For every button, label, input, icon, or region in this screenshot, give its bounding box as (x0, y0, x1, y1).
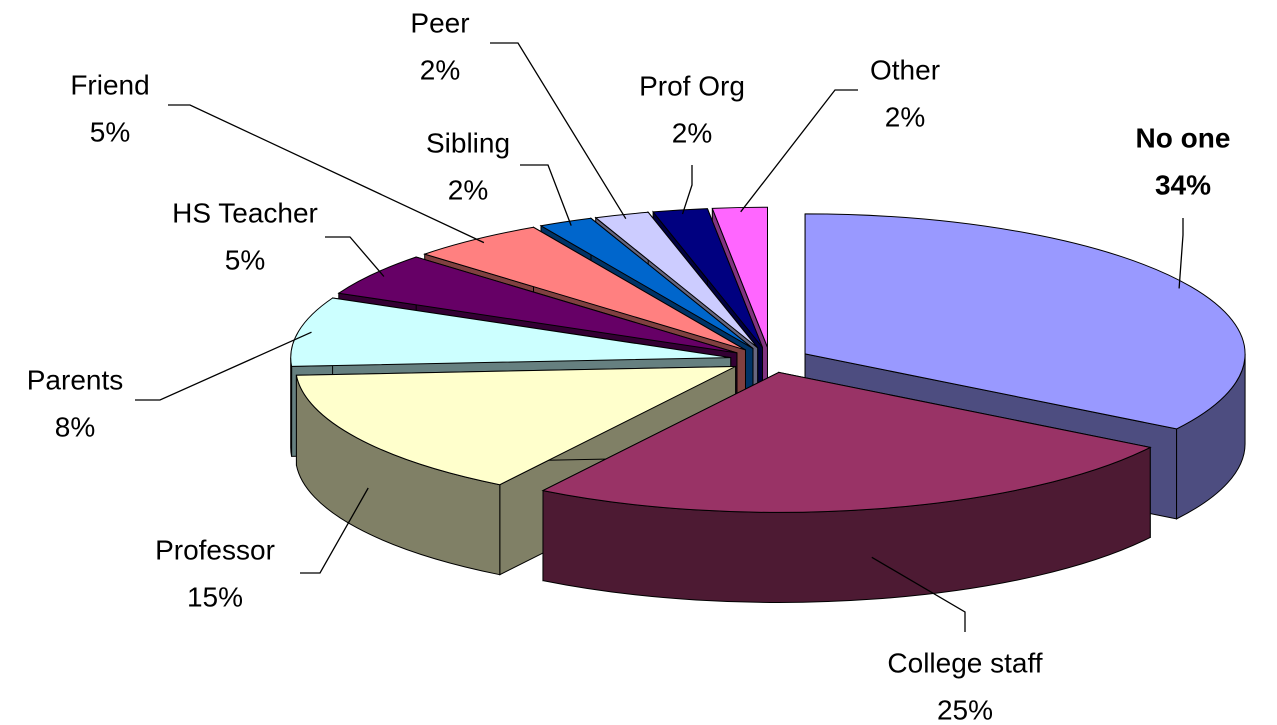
slice-label: College staff (887, 647, 1042, 678)
leader-line (325, 236, 385, 277)
slice-label: Prof Org (639, 70, 745, 101)
slice (541, 371, 1152, 603)
slice-label: Sibling (426, 127, 510, 158)
leader-line (300, 487, 369, 574)
slice-label: Peer (410, 7, 469, 38)
slice-side (290, 357, 293, 457)
leader-line (520, 164, 572, 226)
value-label: 5% (225, 244, 265, 275)
slice-top (652, 208, 763, 348)
value-label: 8% (55, 411, 95, 442)
leader-line (740, 89, 858, 213)
slice-top (290, 297, 731, 367)
leader-line (871, 556, 966, 632)
value-label: 2% (672, 117, 712, 148)
value-label: 2% (448, 174, 488, 205)
slice-label: Friend (70, 69, 149, 100)
slice-top (539, 217, 754, 349)
slice-label: No one (1136, 122, 1231, 153)
slice-top (804, 213, 1246, 430)
value-label: 2% (420, 54, 460, 85)
leader-line (490, 42, 627, 220)
value-label: 2% (885, 101, 925, 132)
value-label: 25% (937, 694, 993, 725)
slice-top (711, 206, 769, 348)
value-label: 5% (90, 116, 130, 147)
value-label: 15% (187, 581, 243, 612)
leader-line (168, 104, 485, 244)
slice-label: Professor (155, 534, 275, 565)
slice-top (337, 256, 738, 354)
value-label: 34% (1155, 169, 1211, 200)
slice-top (541, 371, 1152, 513)
leader-line (135, 331, 312, 401)
leader-line (681, 165, 693, 215)
slice-label: Parents (27, 364, 124, 395)
slice-label: Other (870, 54, 940, 85)
slice-label: HS Teacher (172, 197, 318, 228)
slice-top (594, 211, 759, 349)
slice-top (295, 365, 736, 486)
leader-line (1178, 218, 1184, 289)
